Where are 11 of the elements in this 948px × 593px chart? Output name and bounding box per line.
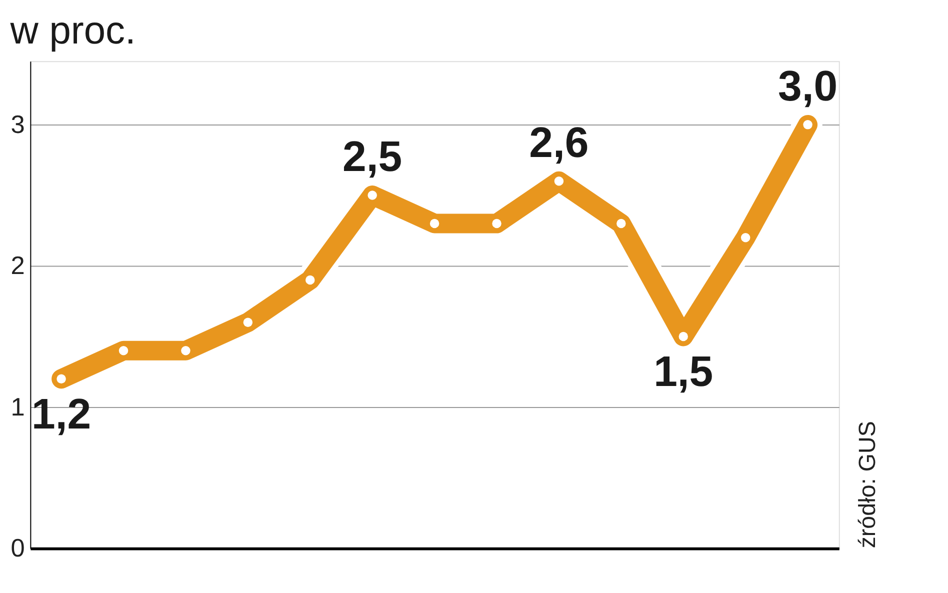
y-tick-label: 3 (10, 110, 25, 139)
data-label: 1,2 (32, 390, 92, 439)
y-tick-label: 1 (10, 393, 25, 422)
y-tick-label: 2 (10, 252, 25, 280)
data-label: 3,0 (778, 62, 838, 110)
data-label: 2,6 (529, 118, 589, 167)
data-label: 1,5 (654, 348, 714, 396)
y-tick-label: 0 (10, 534, 25, 563)
data-label: 2,5 (342, 132, 402, 181)
chart-title: w proc. (9, 10, 136, 53)
text: źródło: GUS (854, 420, 880, 548)
